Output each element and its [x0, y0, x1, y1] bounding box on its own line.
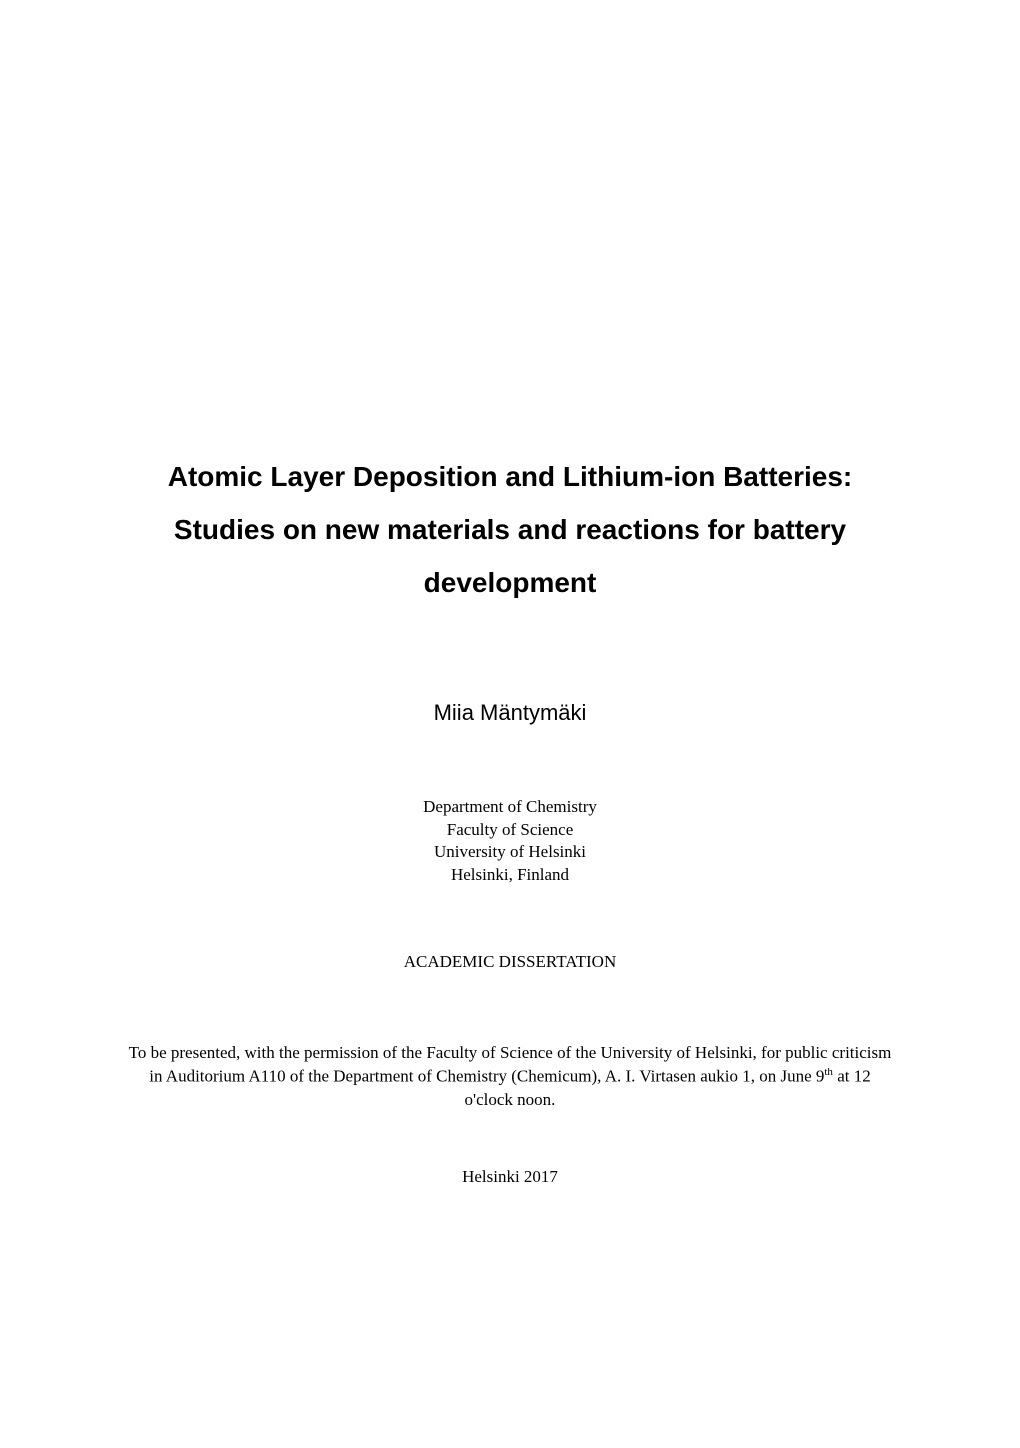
presentation-line-2-post: at 12 [833, 1067, 871, 1086]
affiliation-university: University of Helsinki [105, 841, 915, 864]
presentation-ordinal-suffix: th [824, 1066, 833, 1078]
presentation-line-2: in Auditorium A110 of the Department of … [105, 1065, 915, 1089]
title-line-1: Atomic Layer Deposition and Lithium-ion … [105, 450, 915, 503]
affiliation-faculty: Faculty of Science [105, 819, 915, 842]
title-line-2: Studies on new materials and reactions f… [105, 503, 915, 556]
dissertation-title: Atomic Layer Deposition and Lithium-ion … [105, 450, 915, 610]
presentation-line-1: To be presented, with the permission of … [105, 1042, 915, 1065]
affiliation-block: Department of Chemistry Faculty of Scien… [105, 796, 915, 888]
presentation-line-2-pre: in Auditorium A110 of the Department of … [149, 1067, 824, 1086]
place-year: Helsinki 2017 [105, 1167, 915, 1187]
title-line-3: development [105, 556, 915, 609]
affiliation-location: Helsinki, Finland [105, 864, 915, 887]
title-page: Atomic Layer Deposition and Lithium-ion … [0, 0, 1020, 1448]
affiliation-dept: Department of Chemistry [105, 796, 915, 819]
author-name: Miia Mäntymäki [105, 700, 915, 726]
document-type: ACADEMIC DISSERTATION [105, 952, 915, 972]
presentation-line-3: o'clock noon. [105, 1089, 915, 1112]
presentation-notice: To be presented, with the permission of … [105, 1042, 915, 1111]
